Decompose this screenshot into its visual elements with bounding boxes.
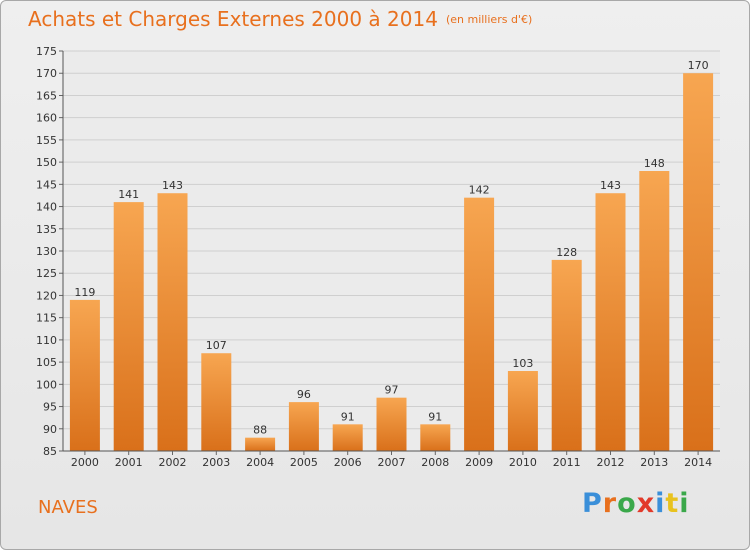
data-label-2014: 170 [688, 59, 709, 72]
x-tick-label: 2003 [202, 456, 230, 469]
bar-2000 [69, 299, 100, 451]
data-label-2010: 103 [512, 357, 533, 370]
y-tick-label: 140 [36, 201, 57, 214]
y-tick-label: 155 [36, 134, 57, 147]
data-label-2013: 148 [644, 157, 665, 170]
chart-subtitle: (en milliers d'€) [445, 13, 533, 26]
proxiti-logo: Proxiti [582, 488, 690, 519]
logo-letter: o [617, 488, 637, 519]
data-label-2009: 142 [469, 184, 490, 197]
bar-2008 [420, 424, 451, 451]
y-tick-label: 110 [36, 334, 57, 347]
x-tick-label: 2006 [334, 456, 362, 469]
data-label-2007: 97 [385, 384, 399, 397]
y-tick-label: 95 [43, 401, 57, 414]
y-tick-label: 85 [43, 445, 57, 458]
x-axis: 2000 2001 2002 2003 2004 2005 2006 2007 2008 2009… [63, 450, 720, 469]
y-tick-label: 160 [36, 112, 57, 125]
x-tick-label: 2011 [553, 456, 581, 469]
place-name: NAVES [38, 497, 98, 518]
x-tick-label: 2012 [597, 456, 625, 469]
data-label-2001: 141 [118, 188, 139, 201]
x-tick-label: 2009 [465, 456, 493, 469]
data-label-2000: 119 [74, 286, 95, 299]
y-tick-label: 120 [36, 289, 57, 302]
chart-title: Achats et Charges Externes 2000 à 2014 (e… [28, 7, 532, 31]
data-label-2006: 91 [341, 410, 355, 423]
bar-2005 [288, 402, 319, 451]
bar-2004 [245, 437, 276, 451]
data-label-2002: 143 [162, 179, 183, 192]
data-label-2012: 143 [600, 179, 621, 192]
x-tick-label: 2013 [640, 456, 668, 469]
x-tick-label: 2001 [115, 456, 143, 469]
logo-letter: i [679, 488, 690, 519]
data-label-2004: 88 [253, 424, 267, 437]
y-axis: 85 90 95 100 105 110 115 120 125 130 135 140 145 150 1… [36, 45, 64, 458]
bar-2009 [464, 197, 495, 451]
bar-2010 [507, 371, 538, 451]
x-tick-label: 2014 [684, 456, 712, 469]
x-tick-label: 2008 [421, 456, 449, 469]
bar-2011 [551, 259, 582, 451]
logo-letter: P [582, 488, 603, 519]
data-label-2003: 107 [206, 339, 227, 352]
y-tick-label: 170 [36, 67, 57, 80]
y-tick-label: 150 [36, 156, 57, 169]
y-tick-label: 135 [36, 223, 57, 236]
x-tick-label: 2000 [71, 456, 99, 469]
bar-2013 [639, 171, 670, 451]
logo-letter: t [665, 488, 680, 519]
y-tick-label: 145 [36, 178, 57, 191]
data-label-2011: 128 [556, 246, 577, 259]
x-tick-label: 2002 [159, 456, 187, 469]
data-label-2005: 96 [297, 388, 311, 401]
y-tick-label: 105 [36, 356, 57, 369]
x-tick-label: 2005 [290, 456, 318, 469]
x-tick-label: 2007 [378, 456, 406, 469]
logo-letter: r [602, 488, 618, 519]
bar-2001 [113, 202, 144, 451]
data-label-2008: 91 [428, 410, 442, 423]
logo-letter: i [655, 488, 666, 519]
y-tick-label: 130 [36, 245, 57, 258]
y-tick-label: 100 [36, 378, 57, 391]
y-tick-label: 90 [43, 423, 57, 436]
bar-2006 [332, 424, 363, 451]
bar-2007 [376, 397, 407, 451]
bars: 119 141 143 107 88 96 91 97 91 142 103 128 143 148 170 [69, 59, 714, 451]
y-tick-label: 115 [36, 312, 57, 325]
y-tick-label: 165 [36, 89, 57, 102]
bar-2012 [595, 193, 626, 451]
y-tick-label: 175 [36, 45, 57, 58]
chart-title-text: Achats et Charges Externes 2000 à 2014 [28, 7, 438, 31]
y-tick-label: 125 [36, 267, 57, 280]
logo-letter: x [636, 488, 656, 519]
x-tick-label: 2010 [509, 456, 537, 469]
bar-2002 [157, 193, 188, 451]
bar-2003 [201, 353, 232, 451]
x-tick-label: 2004 [246, 456, 274, 469]
bar-2014 [683, 73, 714, 451]
